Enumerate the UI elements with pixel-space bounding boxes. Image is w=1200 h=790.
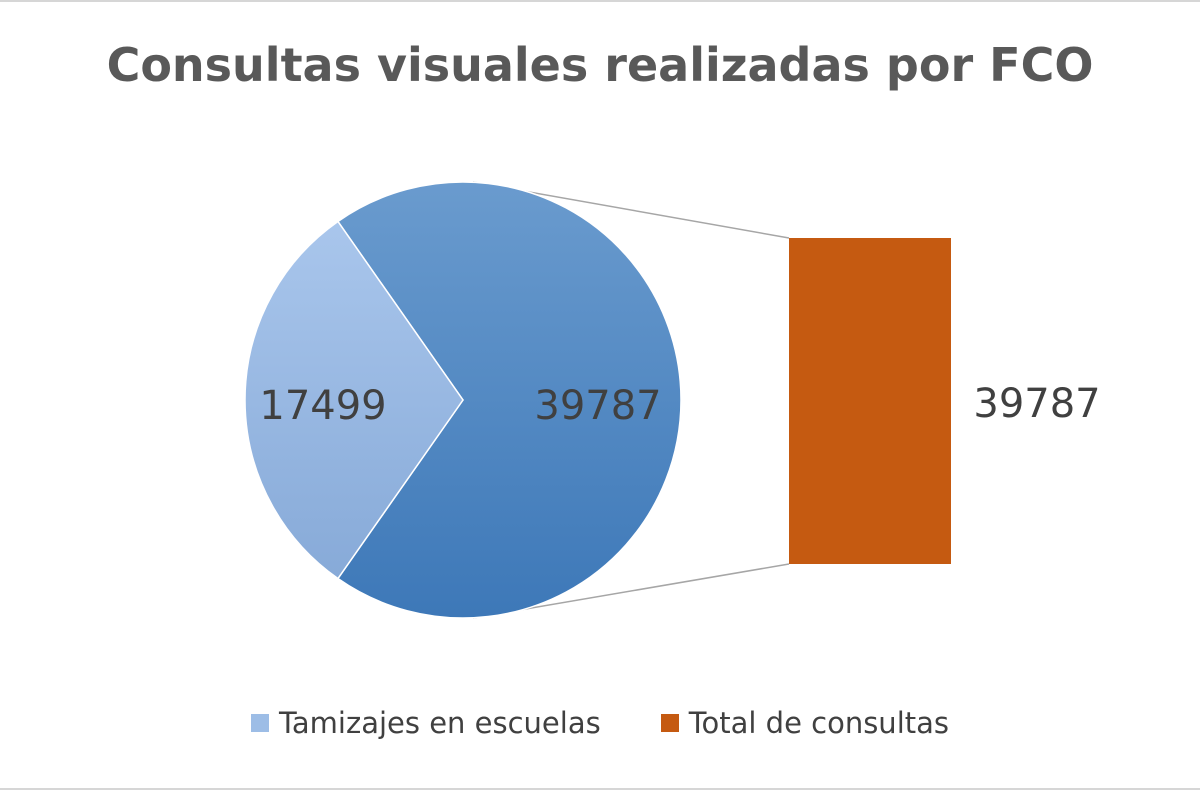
legend-label-total: Total de consultas [688,706,949,740]
bar-total-consultas [789,238,951,564]
chart-title: Consultas visuales realizadas por FCO [106,38,1094,92]
legend-label-tamizajes: Tamizajes en escuelas [279,706,601,740]
legend-swatch-tamizajes [251,714,269,732]
legend: Tamizajes en escuelas Total de consultas [0,706,1200,740]
data-label-total-pie: 39787 [534,383,661,429]
legend-item-total: Total de consultas [660,706,949,740]
legend-swatch-total [660,714,679,732]
data-label-bar: 39787 [973,381,1100,427]
data-labels: 17499 39787 39787 [259,381,1100,429]
legend-item-tamizajes: Tamizajes en escuelas [251,706,601,740]
pie-slices [244,181,682,619]
breakout-bar [789,238,951,564]
pie-slice-tamizajes [244,220,464,580]
data-label-tamizajes: 17499 [259,383,386,429]
pie-slice-total [336,181,682,619]
